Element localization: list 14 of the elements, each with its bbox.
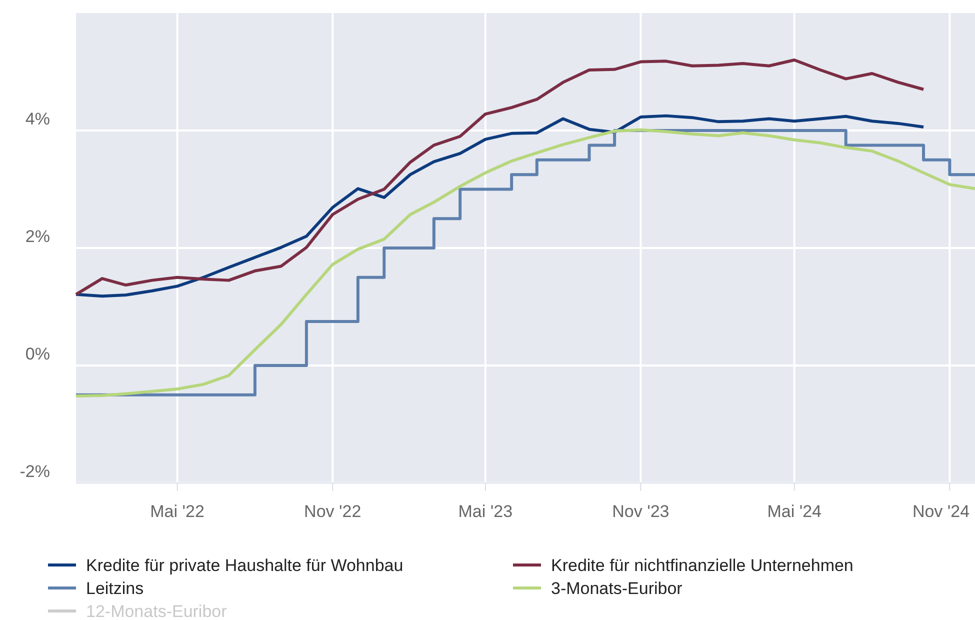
y-tick-label: -2% bbox=[20, 462, 50, 481]
legend-label: Leitzins bbox=[86, 579, 144, 598]
y-tick-label: 2% bbox=[25, 227, 50, 246]
x-tick-label: Mai '22 bbox=[150, 502, 204, 521]
legend-label: 3-Monats-Euribor bbox=[551, 579, 683, 598]
y-tick-label: 4% bbox=[25, 110, 50, 128]
x-tick-label: Mai '24 bbox=[767, 502, 822, 521]
x-tick-label: Mai '23 bbox=[458, 502, 513, 521]
x-tick-label: Nov '24 bbox=[912, 502, 970, 521]
x-tick-label: Nov '23 bbox=[612, 502, 670, 521]
legend-label: Kredite für nichtfinanzielle Unternehmen bbox=[551, 556, 854, 575]
legend-label: Kredite für private Haushalte für Wohnbau bbox=[86, 556, 404, 575]
x-tick-label: Nov '22 bbox=[304, 502, 362, 521]
y-tick-label: 0% bbox=[25, 344, 50, 364]
